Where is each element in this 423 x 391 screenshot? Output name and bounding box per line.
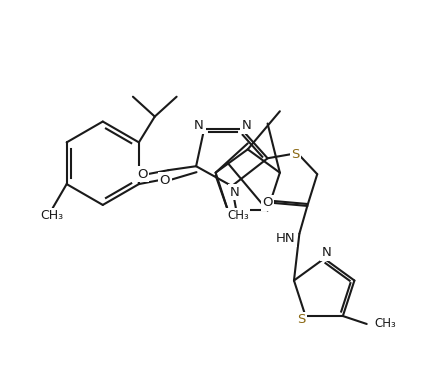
- Text: N: N: [321, 246, 331, 259]
- Text: O: O: [137, 168, 148, 181]
- Text: N: N: [230, 185, 240, 199]
- Text: S: S: [297, 314, 306, 326]
- Text: CH₃: CH₃: [375, 317, 396, 330]
- Text: CH₃: CH₃: [40, 209, 63, 222]
- Text: CH₃: CH₃: [227, 209, 249, 222]
- Text: O: O: [262, 196, 273, 210]
- Text: HN: HN: [276, 232, 295, 245]
- Text: S: S: [291, 148, 299, 161]
- Text: O: O: [159, 174, 170, 187]
- Text: N: N: [242, 119, 252, 132]
- Text: N: N: [194, 119, 204, 132]
